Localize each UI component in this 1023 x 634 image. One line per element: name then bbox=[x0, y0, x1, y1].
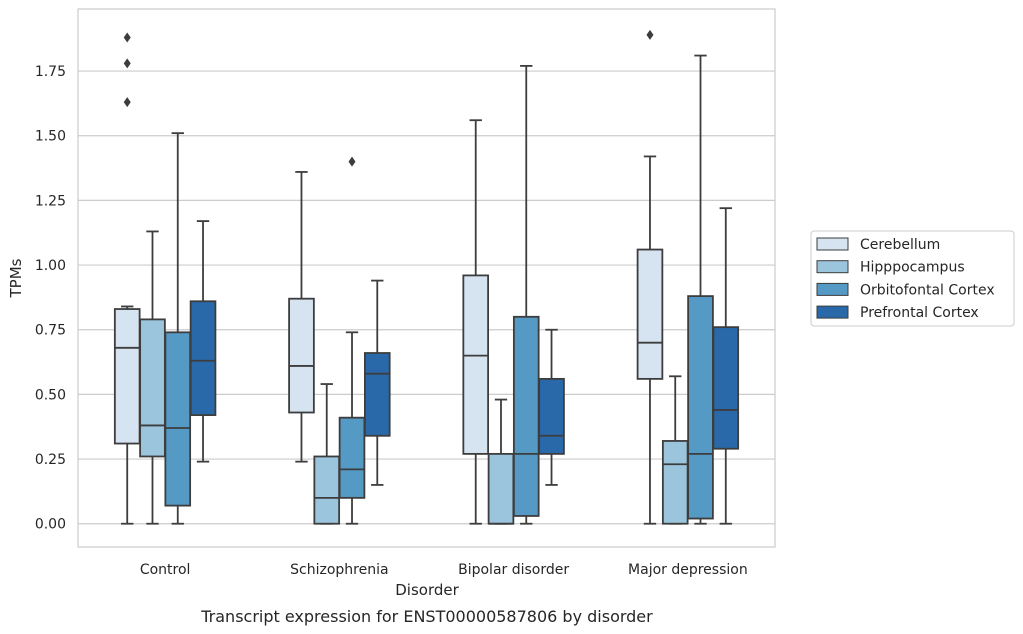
box-hipppocampus bbox=[661, 375, 689, 525]
box-orbitofontal-cortex bbox=[512, 65, 540, 525]
legend-label: Cerebellum bbox=[860, 237, 940, 253]
y-tick-label: 0.25 bbox=[35, 452, 66, 468]
x-axis-title: Disorder bbox=[395, 581, 459, 599]
box-iqr bbox=[687, 295, 714, 520]
y-tick-label: 1.25 bbox=[35, 193, 66, 209]
legend: Cerebellum Hipppocampus Orbitofontal Corte… bbox=[810, 230, 1015, 327]
boxes bbox=[113, 29, 740, 525]
box-iqr bbox=[164, 331, 192, 507]
box-prefrontal-cortex bbox=[538, 328, 565, 486]
plot-area-frame bbox=[77, 8, 776, 548]
box-iqr bbox=[538, 377, 565, 455]
y-tick-label: 1.75 bbox=[35, 64, 66, 80]
legend-swatch bbox=[816, 260, 849, 274]
outlier-point bbox=[123, 32, 131, 43]
box-iqr bbox=[462, 274, 490, 455]
outlier-point bbox=[123, 58, 131, 69]
box-iqr bbox=[712, 326, 740, 450]
y-axis-title: TPMs bbox=[7, 258, 25, 298]
legend-swatch bbox=[816, 305, 849, 319]
box-iqr bbox=[512, 315, 540, 517]
x-tick-label: Major depression bbox=[628, 562, 748, 578]
box-prefrontal-cortex bbox=[363, 279, 391, 486]
box-prefrontal-cortex bbox=[712, 207, 740, 525]
outlier-point bbox=[348, 156, 356, 167]
box-orbitofontal-cortex bbox=[687, 54, 714, 525]
box-cerebellum bbox=[462, 119, 490, 525]
y-tick-labels: 0.00 0.25 0.50 0.75 1.00 1.25 1.50 1.75 bbox=[35, 64, 66, 533]
box-cerebellum bbox=[636, 29, 664, 525]
y-tick-label: 0.75 bbox=[35, 323, 66, 339]
box-prefrontal-cortex bbox=[189, 220, 217, 463]
box-hipppocampus bbox=[139, 230, 166, 525]
x-tick-label: Bipolar disorder bbox=[458, 562, 569, 578]
figure-caption: Transcript expression for ENST0000058780… bbox=[200, 607, 653, 626]
box-hipppocampus bbox=[313, 383, 341, 525]
legend-frame bbox=[810, 230, 1015, 327]
legend-swatch bbox=[816, 282, 849, 296]
x-tick-label: Control bbox=[140, 562, 191, 578]
y-tick-label: 1.50 bbox=[35, 129, 66, 145]
box-cerebellum bbox=[113, 32, 141, 525]
box-orbitofontal-cortex bbox=[164, 132, 192, 525]
box-iqr bbox=[661, 440, 689, 525]
legend-label: Hipppocampus bbox=[860, 260, 965, 276]
box-iqr bbox=[288, 297, 315, 414]
box-hipppocampus bbox=[487, 398, 515, 525]
legend-label: Prefrontal Cortex bbox=[860, 305, 979, 321]
box-orbitofontal-cortex bbox=[338, 156, 366, 525]
x-tick-labels: Control Schizophrenia Bipolar disorder Majo… bbox=[140, 562, 748, 578]
box-iqr bbox=[487, 452, 515, 525]
outlier-point bbox=[123, 97, 131, 108]
box-iqr bbox=[338, 416, 366, 499]
box-iqr bbox=[139, 318, 166, 458]
legend-label: Orbitofontal Cortex bbox=[860, 282, 995, 298]
legend-swatch bbox=[816, 237, 849, 251]
y-tick-label: 0.50 bbox=[35, 387, 66, 403]
y-tick-label: 0.00 bbox=[35, 517, 66, 533]
box-iqr bbox=[313, 455, 341, 525]
box-cerebellum bbox=[288, 171, 315, 463]
y-tick-label: 1.00 bbox=[35, 258, 66, 274]
box-iqr bbox=[636, 248, 664, 380]
x-tick-label: Schizophrenia bbox=[290, 562, 388, 578]
box-iqr bbox=[113, 308, 141, 445]
outlier-point bbox=[646, 29, 654, 40]
box-iqr bbox=[189, 300, 217, 416]
box-iqr bbox=[363, 352, 391, 437]
